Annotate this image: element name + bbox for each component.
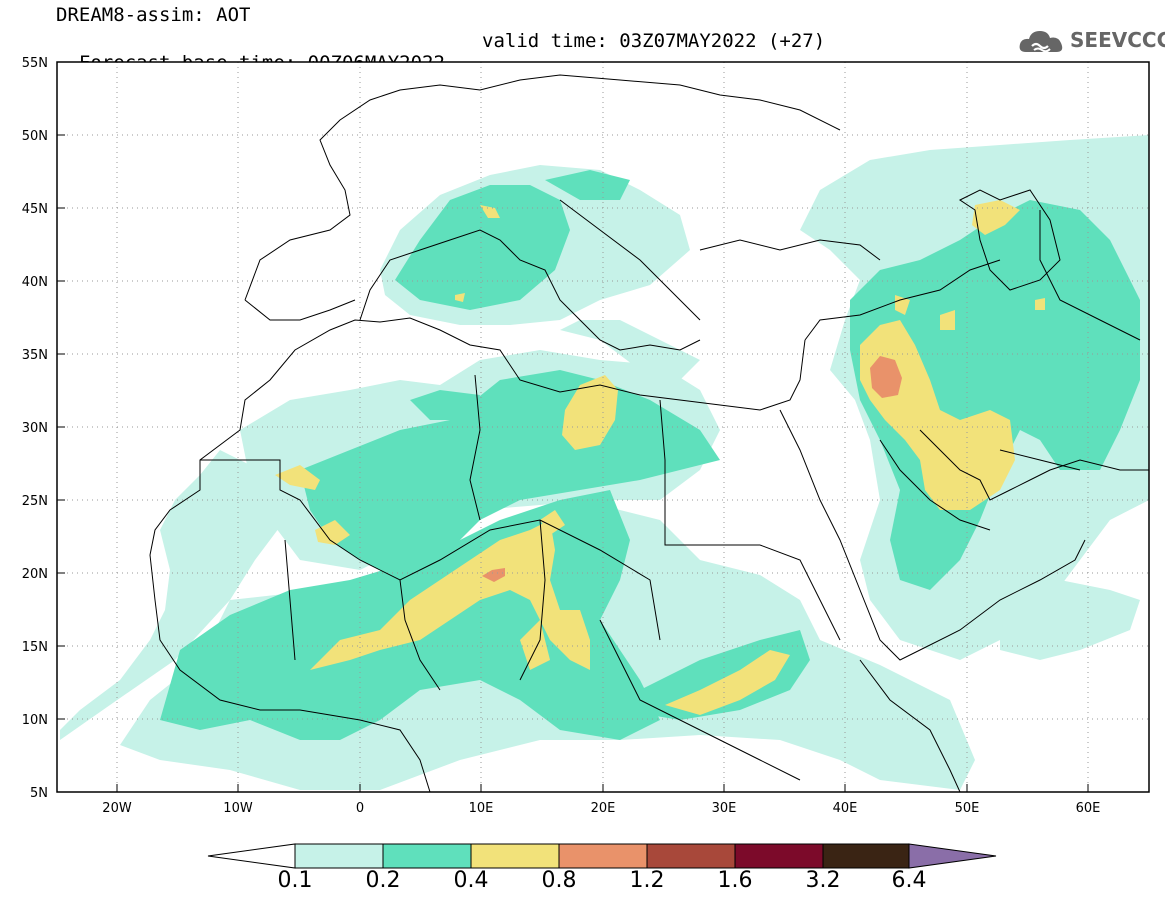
- lon-label: 10W: [223, 801, 253, 816]
- colorbar-label: 1.6: [717, 868, 753, 893]
- lon-label: 50E: [955, 801, 980, 816]
- coastlines: [149, 74, 1149, 792]
- lon-label: 20W: [102, 801, 132, 816]
- lon-label: 10E: [469, 801, 494, 816]
- colorbar-label: 3.2: [805, 868, 841, 893]
- axis-ticks: [57, 61, 1089, 793]
- lat-label: 20N: [22, 567, 48, 582]
- valid-time: valid time: 03Z07MAY2022 (+27): [482, 30, 826, 52]
- lat-label: 30N: [22, 421, 48, 436]
- lon-label: 60E: [1076, 801, 1101, 816]
- aot-level-0-8: [482, 356, 902, 582]
- colorbar-swatch: [470, 843, 560, 869]
- colorbar-swatch: [294, 843, 384, 869]
- colorbar-arrow-left: [207, 843, 296, 869]
- lon-label: 0: [356, 801, 364, 816]
- lat-label: 55N: [22, 56, 48, 71]
- colorbar-swatch: [646, 843, 736, 869]
- map-title: DREAM8-assim: AOT: [56, 4, 251, 26]
- lat-label: 5N: [30, 786, 48, 801]
- lat-label: 40N: [22, 275, 48, 290]
- colorbar-swatch: [734, 843, 824, 869]
- colorbar-swatch: [558, 843, 648, 869]
- lon-label: 20E: [591, 801, 616, 816]
- colorbar-swatch: [822, 843, 910, 869]
- lat-label: 25N: [22, 494, 48, 509]
- colorbar: [207, 843, 997, 869]
- lon-label: 40E: [833, 801, 858, 816]
- graticule: [57, 62, 1149, 792]
- colorbar-label: 6.4: [891, 868, 927, 893]
- colorbar-label: 0.2: [365, 868, 401, 893]
- lat-label: 45N: [22, 202, 48, 217]
- colorbar-label: 0.8: [541, 868, 577, 893]
- lat-label: 15N: [22, 640, 48, 655]
- colorbar-labels: 0.1 0.2 0.4 0.8 1.2 1.6 3.2 6.4: [0, 868, 1165, 898]
- longitude-labels: 20W 10W 0 10E 20E 30E 40E 50E 60E: [102, 801, 1100, 816]
- colorbar-label: 0.1: [277, 868, 313, 893]
- colorbar-swatch: [382, 843, 472, 869]
- colorbar-label: 0.4: [453, 868, 489, 893]
- lon-label: 30E: [712, 801, 737, 816]
- latitude-labels: 55N 50N 45N 40N 35N 30N 25N 20N 15N 10N …: [22, 56, 48, 801]
- lat-label: 35N: [22, 348, 48, 363]
- colorbar-label: 1.2: [629, 868, 665, 893]
- colorbar-arrow-right: [908, 843, 997, 869]
- logo-text: SEEVCCC: [1070, 28, 1165, 52]
- cloud-logo-icon: [1019, 31, 1063, 53]
- lat-label: 50N: [22, 129, 48, 144]
- lat-label: 10N: [22, 713, 48, 728]
- aot-level-0-4: [275, 200, 1045, 715]
- seevccc-logo: SEEVCCC: [1018, 26, 1165, 56]
